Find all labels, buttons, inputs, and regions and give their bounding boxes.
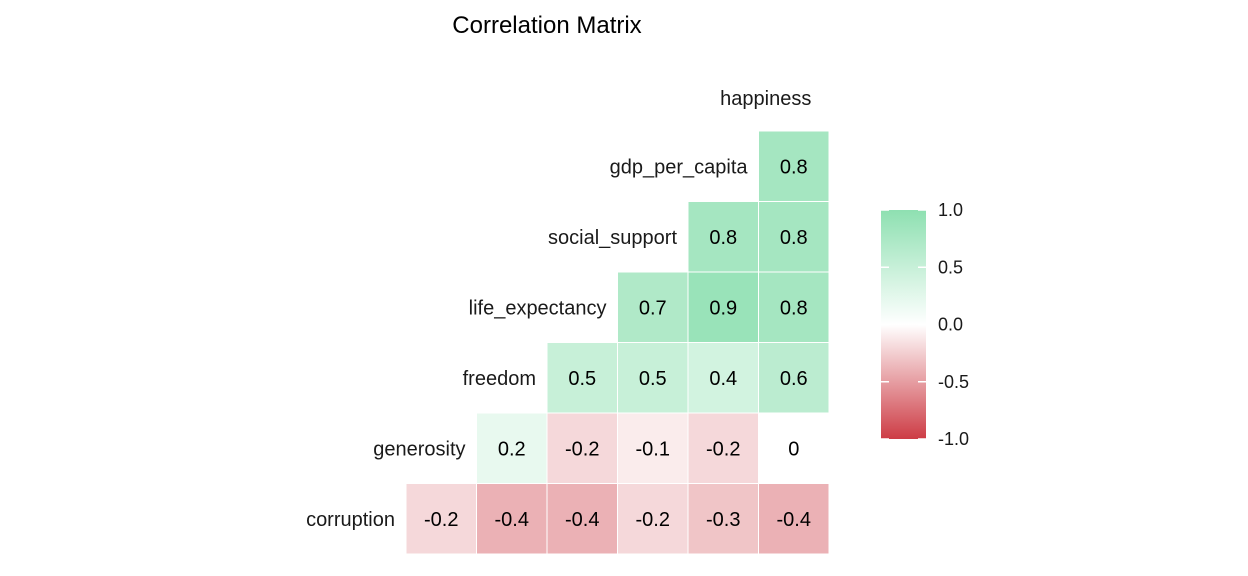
variable-label: life_expectancy	[469, 297, 607, 319]
variable-label: corruption	[306, 509, 395, 531]
cell-value-label: 0.7	[639, 297, 667, 319]
heatmap-cell	[405, 483, 477, 555]
heatmap-cells: 0.8 0.8 0.8 0.8 0.9 0.7 0.6 0.4 0.5 0.5 0 -0.2 -0.1 -…	[405, 130, 830, 555]
cell-value-label: 0.6	[780, 368, 808, 390]
variable-label: happiness	[720, 88, 811, 110]
legend-ticks: 1.0 0.5 0.0 -0.5 -1.0	[881, 200, 969, 449]
cell-value-label: 0.5	[568, 368, 596, 390]
heatmap-cell	[758, 130, 830, 202]
legend-tick-label: 0.5	[938, 257, 963, 277]
cell-value-label: -0.1	[636, 438, 670, 460]
legend-tick-label: 0.0	[938, 315, 963, 335]
heatmap-cell	[546, 342, 618, 414]
cell-value-label: -0.4	[495, 509, 529, 531]
cell-value-label: -0.4	[777, 509, 811, 531]
variable-label: generosity	[373, 438, 465, 460]
legend-tick-label: -1.0	[938, 429, 969, 449]
cell-value-label: 0.2	[498, 438, 526, 460]
heatmap-cell	[758, 271, 830, 343]
heatmap-cell	[546, 483, 618, 555]
cell-value-label: -0.2	[706, 438, 740, 460]
cell-value-label: 0.8	[780, 297, 808, 319]
heatmap-cell	[476, 412, 548, 484]
legend-tick-label: -0.5	[938, 372, 969, 392]
heatmap-cell	[617, 271, 689, 343]
cell-value-label: -0.4	[565, 509, 599, 531]
variable-label: social_support	[548, 227, 677, 249]
cell-value-label: 0	[788, 438, 799, 460]
cell-value-label: -0.2	[565, 438, 599, 460]
variable-label: gdp_per_capita	[610, 156, 749, 178]
cell-value-label: 0.8	[709, 227, 737, 249]
heatmap-cell	[687, 412, 759, 484]
variable-label: freedom	[463, 368, 536, 390]
cell-value-label: -0.2	[636, 509, 670, 531]
heatmap-cell	[546, 412, 618, 484]
legend-tick-label: 1.0	[938, 200, 963, 220]
cell-value-label: 0.4	[709, 368, 737, 390]
heatmap-cell	[758, 412, 830, 484]
cell-value-label: 0.8	[780, 227, 808, 249]
heatmap-cell	[476, 483, 548, 555]
cell-value-label: -0.3	[706, 509, 740, 531]
cell-value-label: 0.5	[639, 368, 667, 390]
cell-value-label: 0.8	[780, 156, 808, 178]
color-legend: 1.0 0.5 0.0 -0.5 -1.0	[881, 200, 969, 449]
chart-title: Correlation Matrix	[452, 12, 641, 39]
variable-labels: happiness gdp_per_capita social_supportlif…	[306, 88, 811, 531]
heatmap-cell	[687, 201, 759, 273]
heatmap-cell	[758, 201, 830, 273]
cell-value-label: -0.2	[424, 509, 458, 531]
cell-value-label: 0.9	[709, 297, 737, 319]
